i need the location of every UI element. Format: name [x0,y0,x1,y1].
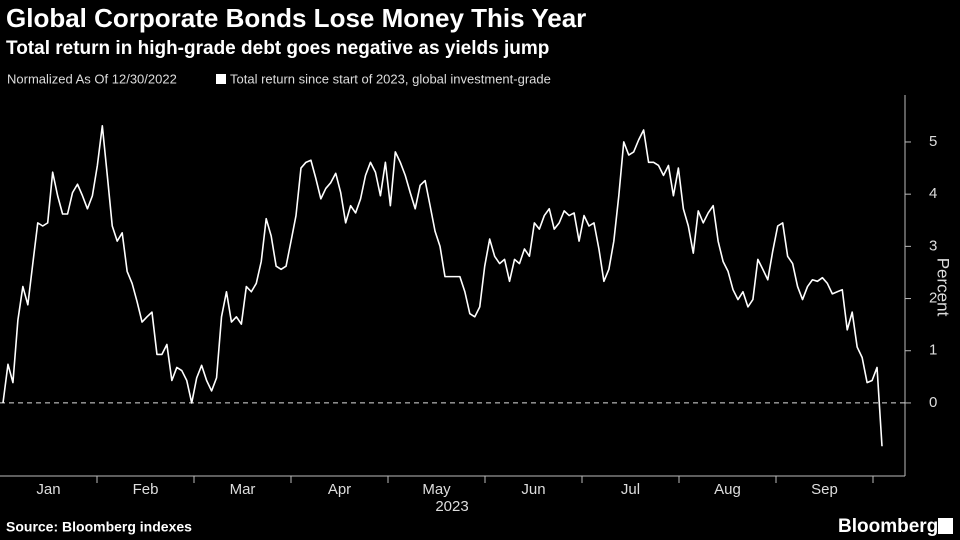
y-tick-label: 5 [929,133,937,150]
brand-icon [938,518,953,534]
y-axis-label: Percent [934,258,953,317]
source: Source: Bloomberg indexes [6,519,192,535]
x-tick-label: Jul [621,481,640,498]
x-tick-label: Mar [230,481,256,498]
chart-title: Global Corporate Bonds Lose Money This Y… [6,3,586,33]
y-tick-label: 0 [929,394,937,411]
y-tick-label: 2 [929,290,937,307]
note: Normalized As Of 12/30/2022 [7,71,177,86]
x-tick-label: Jun [521,481,545,498]
x-tick-label: Aug [714,481,741,498]
x-tick-label: Apr [328,481,351,498]
x-tick-label: Sep [811,481,838,498]
line-series [2,124,883,447]
y-tick-label: 3 [929,237,937,254]
legend-swatch [216,74,226,84]
legend-label: Total return since start of 2023, global… [230,71,551,86]
y-tick-label: 4 [929,185,937,202]
x-axis-label: 2023 [435,498,468,515]
y-tick-label: 1 [929,342,937,359]
brand: Bloomberg [838,516,938,537]
value-label: -1 [917,0,930,8]
x-tick-label: May [422,481,451,498]
chart-subtitle: Total return in high-grade debt goes neg… [6,38,549,59]
x-tick-label: Jan [36,481,60,498]
x-tick-label: Feb [133,481,159,498]
